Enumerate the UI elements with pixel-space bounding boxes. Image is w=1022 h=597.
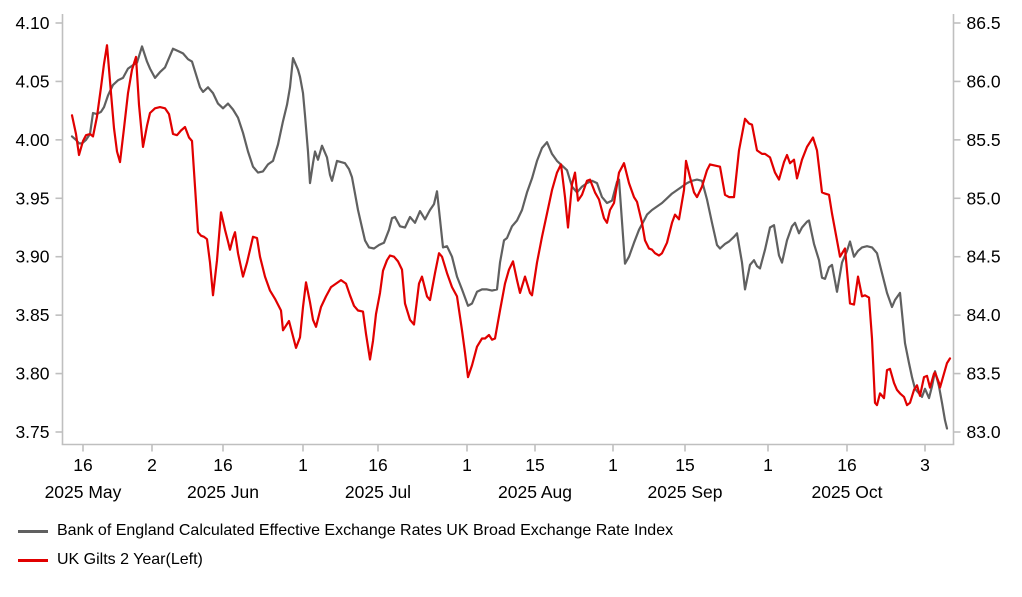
left-axis-tick-label: 3.75 [15,422,49,442]
x-axis-day-label: 15 [525,455,544,475]
left-axis-tick-label: 4.00 [15,130,49,150]
x-axis-day-label: 2 [147,455,157,475]
right-axis-tick-label: 85.5 [967,130,1001,150]
x-axis-month-label: 2025 May [45,482,122,502]
chart-legend: Bank of England Calculated Effective Exc… [18,521,673,570]
x-axis-month-label: 2025 Jun [187,482,259,502]
left-axis-tick-label: 3.80 [15,364,49,384]
left-axis-tick-label: 3.90 [15,247,49,267]
left-axis-tick-label: 3.85 [15,305,49,325]
right-axis-tick-label: 84.0 [967,305,1001,325]
x-axis-day-label: 1 [462,455,472,475]
series-line-uk-gilts-2-year [70,44,952,407]
x-axis-day-label: 16 [73,455,92,475]
x-axis-day-label: 1 [298,455,308,475]
x-axis-month-label: 2025 Jul [345,482,411,502]
left-axis-tick-label: 3.95 [15,188,49,208]
legend-swatch-gray-line [18,529,48,533]
x-axis-day-label: 1 [763,455,773,475]
x-axis-month-label: 2025 Sep [648,482,723,502]
right-axis-tick-label: 86.5 [967,13,1001,33]
x-axis-month-label: 2025 Oct [811,482,882,502]
x-axis-month-label: 2025 Aug [498,482,572,502]
right-axis-tick-label: 84.5 [967,247,1001,267]
left-axis-tick-label: 4.10 [15,13,49,33]
legend-item-uk-gilts: UK Gilts 2 Year(Left) [18,550,673,570]
legend-item-boe-index: Bank of England Calculated Effective Exc… [18,521,673,541]
legend-label-boe-index: Bank of England Calculated Effective Exc… [57,522,674,539]
right-axis-tick-label: 85.0 [967,188,1001,208]
x-axis-day-label: 16 [213,455,232,475]
legend-label-uk-gilts: UK Gilts 2 Year(Left) [57,551,203,568]
x-axis-day-label: 1 [608,455,618,475]
x-axis-day-label: 16 [837,455,856,475]
right-axis-tick-label: 83.0 [967,422,1001,442]
right-axis-tick-label: 83.5 [967,364,1001,384]
x-axis-day-label: 16 [368,455,387,475]
series-line-boe-exchange-rate-index [70,45,949,430]
legend-swatch-red-line [18,558,48,562]
right-axis-tick-label: 86.0 [967,71,1001,91]
left-axis-tick-label: 4.05 [15,71,49,91]
x-axis-day-label: 15 [675,455,694,475]
x-axis-day-label: 3 [920,455,930,475]
